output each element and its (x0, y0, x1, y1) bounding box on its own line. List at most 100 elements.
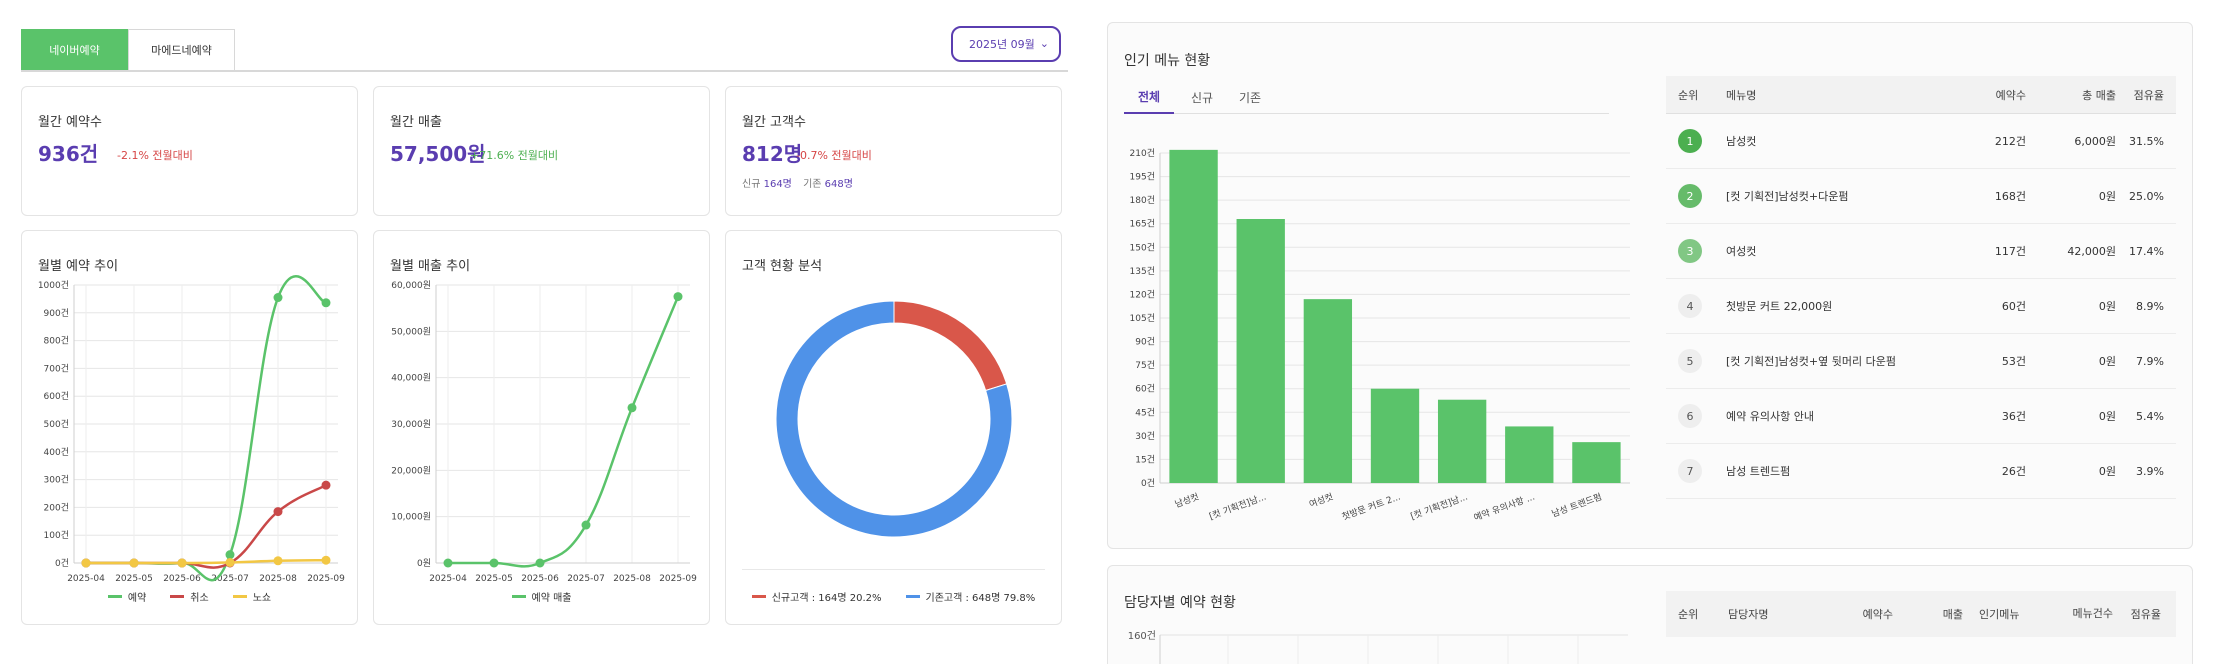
month-select-value: 2025년 09월 (969, 38, 1035, 51)
new-label: 신규 (742, 179, 761, 190)
stat-value: 812명 (742, 142, 803, 166)
table-row[interactable]: 6 예약 유의사항 안내 36건 0원 5.4% (1666, 389, 2176, 444)
share-cell: 7.9% (2136, 354, 2164, 368)
share-cell: 3.9% (2136, 464, 2164, 478)
monthly-sales-chart: 0원 10,000원 20,000원 30,000원 40,000원 50,000원 60,… (391, 280, 697, 584)
x-tick-label: 2025-04 (429, 574, 467, 584)
tab-existing[interactable]: 기존 (1238, 91, 1262, 105)
data-point (273, 293, 283, 303)
legend-item[interactable]: 신규고객 : 164명 20.2% (751, 589, 882, 604)
data-point (489, 558, 499, 568)
share-cell: 17.4% (2129, 244, 2164, 258)
data-point (581, 520, 591, 530)
customer-filter-tabs: 전체 신규 기존 (1124, 81, 1609, 114)
stat-change: +71.6% 전월대비 (470, 149, 559, 162)
donut-slice (893, 300, 1008, 392)
table-row[interactable]: 5 [컷 기획전]남성컷+옆 뒷머리 다운펌 53건 0원 7.9% (1666, 334, 2176, 389)
table-row[interactable]: 3 여성컷 117건 42,000원 17.4% (1666, 224, 2176, 279)
sales-cell: 6,000원 (2074, 135, 2116, 148)
rank-cell: 4 (1666, 294, 1726, 318)
sales-cell: 0원 (2098, 410, 2116, 423)
legend-item[interactable]: 노쇼 (232, 589, 271, 604)
x-tick-label: [컷 기획전]남... (1207, 491, 1267, 523)
col-share: 점유율 (2133, 88, 2164, 102)
y-tick-label: 75건 (1135, 360, 1155, 371)
table-header: 순위 담당자명 예약수 매출 인기메뉴 메뉴건수 점유율 (1666, 591, 2176, 637)
rank-badge: 5 (1678, 349, 1702, 373)
count-cell: 36건 (2001, 410, 2026, 423)
y-tick-label: 45건 (1135, 407, 1155, 418)
existing-value: 648명 (824, 179, 853, 190)
y-tick-label: 800건 (44, 336, 69, 347)
table-row[interactable]: 1 남성컷 212건 6,000원 31.5% (1666, 114, 2176, 169)
donut-slice (775, 300, 1013, 538)
tab-new[interactable]: 신규 (1190, 91, 1214, 105)
y-tick-label: 700건 (44, 363, 69, 374)
legend-item[interactable]: 기존고객 : 648명 79.8% (905, 589, 1035, 604)
bar (1303, 299, 1353, 483)
bar (1370, 388, 1420, 483)
y-tick-label: 300건 (44, 475, 69, 486)
y-tick-label: 200건 (44, 502, 69, 513)
legend-item[interactable]: 예약 (107, 589, 146, 604)
y-tick-label: 30건 (1135, 431, 1155, 442)
stat-change: -0.7% 전월대비 (796, 149, 872, 162)
rank-cell: 5 (1666, 349, 1726, 373)
sales-cell: 0원 (2098, 190, 2116, 203)
rank-badge: 1 (1678, 129, 1702, 153)
x-tick-label: 남성컷 (1173, 491, 1200, 510)
stat-title: 월간 매출 (390, 115, 442, 130)
legend-label: 신규고객 : 164명 20.2% (771, 593, 882, 604)
count-cell: 26건 (2001, 465, 2026, 478)
y-tick-label: 160건 (1128, 630, 1156, 642)
y-tick-label: 30,000원 (391, 419, 431, 430)
chart-title: 고객 현황 분석 (742, 259, 823, 274)
existing-label: 기존 (803, 179, 822, 190)
y-tick-label: 120건 (1130, 289, 1155, 300)
monthly-reservation-chart: 0건 100건 200건 300건 400건 500건 600건 700건 800건 900건 10… (38, 275, 345, 584)
y-tick-label: 0건 (1141, 478, 1155, 489)
x-tick-label: 2025-04 (67, 574, 105, 584)
rank-cell: 1 (1666, 129, 1726, 153)
count-cell: 60건 (2001, 300, 2026, 313)
staff-table: 순위 담당자명 예약수 매출 인기메뉴 메뉴건수 점유율 (1666, 591, 2176, 637)
y-tick-label: 105건 (1130, 313, 1155, 324)
menu-name-cell: 남성컷 (1726, 135, 1757, 148)
legend-item[interactable]: 예약 매출 (511, 589, 571, 604)
bar (1437, 399, 1487, 483)
table-row[interactable]: 2 [컷 기획전]남성컷+다운펌 168건 0원 25.0% (1666, 169, 2176, 224)
table-row[interactable]: 4 첫방문 커트 22,000원 60건 0원 8.9% (1666, 279, 2176, 334)
y-tick-label: 10,000원 (391, 512, 431, 523)
y-tick-label: 0원 (417, 558, 431, 569)
y-tick-label: 90건 (1135, 337, 1155, 348)
y-tick-label: 135건 (1130, 266, 1155, 277)
month-select[interactable]: 2025년 09월 ⌄ (951, 26, 1061, 62)
tab-all[interactable]: 전체 (1124, 81, 1174, 114)
y-tick-label: 1000건 (38, 280, 69, 291)
data-point (177, 558, 187, 568)
count-cell: 53건 (2001, 355, 2026, 368)
rank-cell: 6 (1666, 404, 1726, 428)
data-point (81, 558, 91, 568)
col-sales: 총 매출 (2082, 88, 2116, 102)
legend-divider (742, 569, 1045, 570)
count-cell: 212건 (1994, 135, 2026, 148)
customer-breakdown: 신규 164명 기존 648명 (742, 175, 861, 190)
popular-menu-panel: 인기 메뉴 현황 전체 신규 기존 0건 15건 30건 45건 60건 75건 90건 10… (1107, 22, 2193, 549)
series-line (86, 558, 327, 565)
data-point (535, 558, 545, 568)
table-row[interactable]: 7 남성 트렌드펌 26건 0원 3.9% (1666, 444, 2176, 499)
tab-other-booking[interactable]: 마에드네예약 (128, 29, 235, 70)
data-point (129, 558, 139, 568)
sales-cell: 0원 (2098, 465, 2116, 478)
tab-naver-booking[interactable]: 네이버예약 (21, 29, 128, 70)
menu-name-cell: 예약 유의사항 안내 (1726, 410, 1814, 423)
data-point (273, 507, 283, 517)
legend-item[interactable]: 취소 (170, 589, 209, 604)
stat-card-sales: 월간 매출 57,500원 +71.6% 전월대비 (373, 86, 710, 216)
table-body: 1 남성컷 212건 6,000원 31.5% 2 [컷 기획전]남성컷+다운펌 168건 0원… (1666, 114, 2176, 499)
data-point (627, 403, 637, 413)
col-share: 점유율 (2130, 608, 2161, 621)
data-point (443, 558, 453, 568)
count-cell: 117건 (1994, 245, 2026, 258)
